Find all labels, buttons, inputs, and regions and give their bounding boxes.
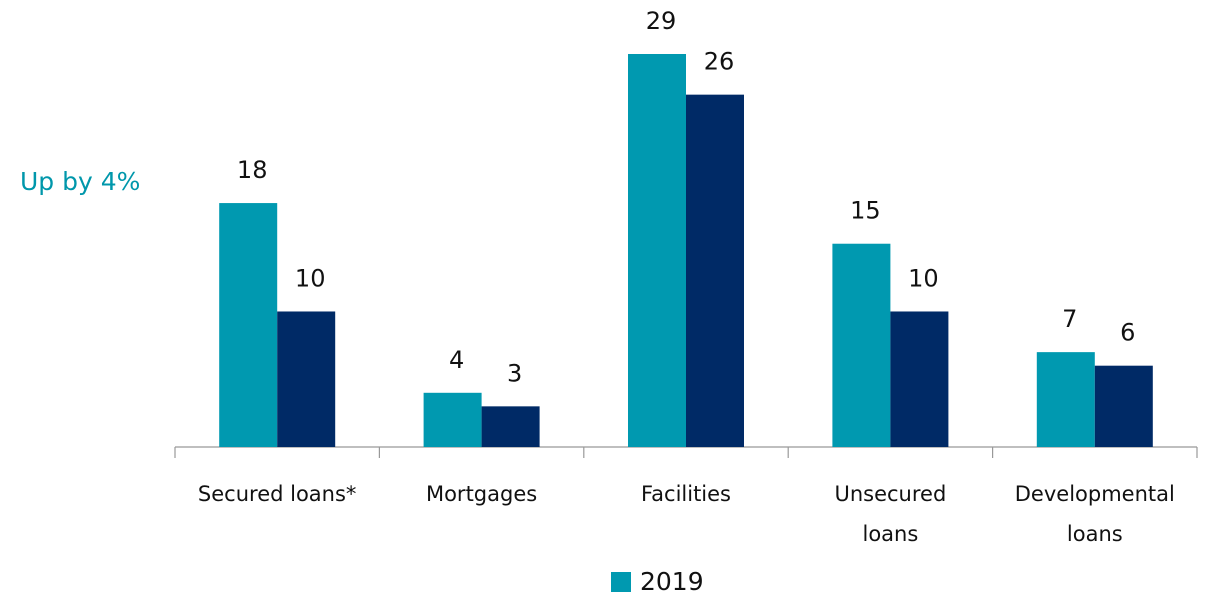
x-tick-label: Facilities — [641, 482, 731, 506]
data-label: 7 — [1062, 305, 1077, 333]
data-label: 29 — [646, 7, 677, 35]
x-tick-label: Mortgages — [425, 482, 538, 506]
data-label: 3 — [507, 359, 522, 387]
bar — [832, 243, 891, 447]
x-tick-label: Unsecured loans — [834, 482, 947, 546]
x-tick-label: Developmental loans — [1014, 482, 1175, 546]
bar — [628, 54, 686, 447]
bar — [277, 311, 336, 447]
data-label: 4 — [449, 346, 464, 374]
data-label: 10 — [908, 264, 939, 292]
bar — [219, 203, 278, 447]
bar — [423, 392, 482, 447]
x-tick-label: Secured loans* — [197, 482, 357, 506]
annotation: Up by 4% — [20, 167, 140, 196]
data-label: 6 — [1120, 319, 1135, 347]
bar — [1036, 352, 1095, 447]
bar — [481, 406, 540, 447]
bar — [686, 94, 744, 447]
data-label: 15 — [850, 197, 881, 225]
data-label: 18 — [237, 156, 268, 184]
legend-label: 2019 — [640, 567, 704, 596]
bar — [1094, 365, 1153, 447]
legend-swatch — [611, 572, 631, 592]
bar — [890, 311, 949, 447]
data-label: 26 — [704, 48, 735, 76]
data-label: 10 — [295, 264, 326, 292]
